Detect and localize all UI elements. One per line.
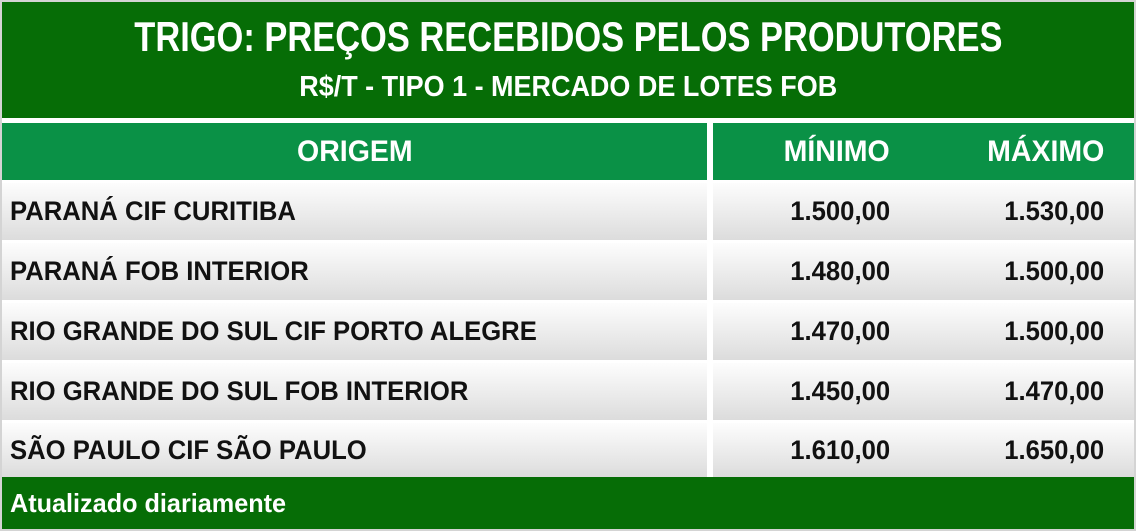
origem-value: PARANÁ CIF CURITIBA [10, 196, 296, 226]
column-header-maximo: MÁXIMO [920, 123, 1134, 180]
column-header-origem-label: ORIGEM [296, 134, 413, 168]
maximo-value: 1.470,00 [1004, 376, 1104, 406]
maximo-value: 1.500,00 [1004, 256, 1104, 286]
minimo-value: 1.470,00 [790, 316, 890, 346]
maximo-cell: 1.470,00 [920, 363, 1134, 420]
maximo-value: 1.530,00 [1004, 196, 1104, 226]
page-subtitle: R$/T - TIPO 1 - MERCADO DE LOTES FOB [279, 64, 857, 110]
column-divider [707, 423, 713, 477]
minimo-value: 1.450,00 [790, 376, 890, 406]
page-title: TRIGO: PREÇOS RECEBIDOS PELOS PRODUTORES [39, 10, 1098, 64]
origem-cell: SÃO PAULO CIF SÃO PAULO [2, 423, 707, 477]
page-subtitle-text: R$/T - TIPO 1 - MERCADO DE LOTES FOB [299, 71, 837, 103]
column-header-minimo: MÍNIMO [713, 123, 920, 180]
minimo-cell: 1.500,00 [713, 183, 920, 240]
title-banner: TRIGO: PREÇOS RECEBIDOS PELOS PRODUTORES… [2, 2, 1134, 118]
column-divider [707, 363, 713, 420]
minimo-value: 1.610,00 [790, 434, 890, 465]
origem-value: PARANÁ FOB INTERIOR [10, 256, 309, 286]
footer-note: Atualizado diariamente [2, 477, 1134, 529]
origem-value: RIO GRANDE DO SUL CIF PORTO ALEGRE [10, 316, 537, 346]
column-divider [707, 243, 713, 300]
table-row: PARANÁ CIF CURITIBA 1.500,00 1.530,00 [2, 183, 1134, 240]
page-title-text: TRIGO: PREÇOS RECEBIDOS PELOS PRODUTORES [133, 13, 1003, 60]
banner-table-divider [2, 118, 1134, 123]
origem-value: SÃO PAULO CIF SÃO PAULO [10, 434, 367, 465]
origem-cell: RIO GRANDE DO SUL CIF PORTO ALEGRE [2, 303, 707, 360]
maximo-value: 1.650,00 [1004, 434, 1104, 465]
table-row: SÃO PAULO CIF SÃO PAULO 1.610,00 1.650,0… [2, 423, 1134, 477]
column-divider [707, 183, 713, 240]
minimo-value: 1.480,00 [790, 256, 890, 286]
maximo-cell: 1.500,00 [920, 303, 1134, 360]
table-row: RIO GRANDE DO SUL CIF PORTO ALEGRE 1.470… [2, 303, 1134, 360]
maximo-cell: 1.500,00 [920, 243, 1134, 300]
maximo-value: 1.500,00 [1004, 316, 1104, 346]
maximo-cell: 1.530,00 [920, 183, 1134, 240]
table-header-row: ORIGEM MÍNIMO MÁXIMO [2, 123, 1134, 180]
column-header-maximo-label: MÁXIMO [986, 134, 1104, 168]
table-row: PARANÁ FOB INTERIOR 1.480,00 1.500,00 [2, 243, 1134, 300]
minimo-value: 1.500,00 [790, 196, 890, 226]
minimo-cell: 1.480,00 [713, 243, 920, 300]
column-header-origem: ORIGEM [2, 123, 707, 180]
origem-value: RIO GRANDE DO SUL FOB INTERIOR [10, 376, 469, 406]
origem-cell: PARANÁ CIF CURITIBA [2, 183, 707, 240]
table-row: RIO GRANDE DO SUL FOB INTERIOR 1.450,00 … [2, 363, 1134, 420]
minimo-cell: 1.450,00 [713, 363, 920, 420]
minimo-cell: 1.470,00 [713, 303, 920, 360]
maximo-cell: 1.650,00 [920, 423, 1134, 477]
footer-note-text: Atualizado diariamente [10, 487, 287, 518]
column-divider [707, 123, 713, 180]
minimo-cell: 1.610,00 [713, 423, 920, 477]
origem-cell: RIO GRANDE DO SUL FOB INTERIOR [2, 363, 707, 420]
column-divider [707, 303, 713, 360]
origem-cell: PARANÁ FOB INTERIOR [2, 243, 707, 300]
column-header-minimo-label: MÍNIMO [783, 134, 890, 168]
